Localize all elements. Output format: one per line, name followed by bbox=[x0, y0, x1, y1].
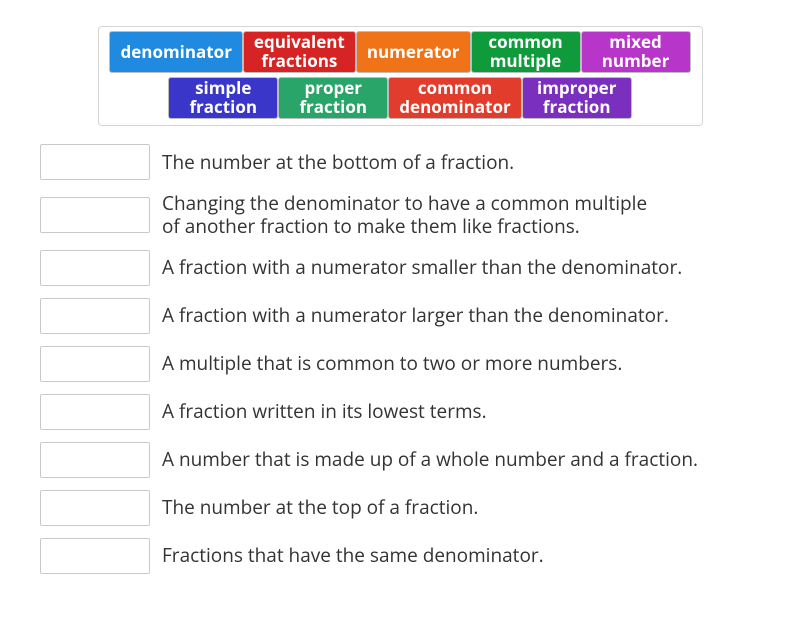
term-mixed-number[interactable]: mixed number bbox=[581, 31, 691, 73]
drop-slot[interactable] bbox=[40, 197, 150, 233]
definition-text: The number at the bottom of a fraction. bbox=[162, 151, 514, 174]
definition-row: A fraction with a numerator larger than … bbox=[40, 298, 800, 334]
definition-row: A fraction written in its lowest terms. bbox=[40, 394, 800, 430]
definition-text: A multiple that is common to two or more… bbox=[162, 352, 622, 375]
drop-slot[interactable] bbox=[40, 144, 150, 180]
term-improper-fraction[interactable]: improper fraction bbox=[522, 77, 632, 119]
definition-text: Fractions that have the same denominator… bbox=[162, 544, 544, 567]
term-common-multiple[interactable]: common multiple bbox=[471, 31, 581, 73]
drop-slot[interactable] bbox=[40, 538, 150, 574]
term-equivalent-fractions[interactable]: equivalent fractions bbox=[243, 31, 356, 73]
definition-text: Changing the denominator to have a commo… bbox=[162, 192, 647, 238]
definition-row: Fractions that have the same denominator… bbox=[40, 538, 800, 574]
definition-text: A fraction written in its lowest terms. bbox=[162, 400, 487, 423]
definition-row: The number at the top of a fraction. bbox=[40, 490, 800, 526]
drop-slot[interactable] bbox=[40, 298, 150, 334]
definition-row: The number at the bottom of a fraction. bbox=[40, 144, 800, 180]
definition-row: Changing the denominator to have a commo… bbox=[40, 192, 800, 238]
term-common-denominator[interactable]: common denominator bbox=[388, 77, 521, 119]
definition-row: A number that is made up of a whole numb… bbox=[40, 442, 800, 478]
drop-slot[interactable] bbox=[40, 490, 150, 526]
drop-slot[interactable] bbox=[40, 346, 150, 382]
definition-text: The number at the top of a fraction. bbox=[162, 496, 478, 519]
term-bank-row-2: simple fraction proper fraction common d… bbox=[168, 77, 631, 119]
term-proper-fraction[interactable]: proper fraction bbox=[278, 77, 388, 119]
term-denominator[interactable]: denominator bbox=[109, 31, 242, 73]
term-bank: denominator equivalent fractions numerat… bbox=[98, 26, 703, 126]
definition-row: A multiple that is common to two or more… bbox=[40, 346, 800, 382]
drop-slot[interactable] bbox=[40, 442, 150, 478]
definition-text: A number that is made up of a whole numb… bbox=[162, 448, 698, 471]
definition-row: A fraction with a numerator smaller than… bbox=[40, 250, 800, 286]
term-simple-fraction[interactable]: simple fraction bbox=[168, 77, 278, 119]
definition-text: A fraction with a numerator smaller than… bbox=[162, 256, 682, 279]
drop-slot[interactable] bbox=[40, 250, 150, 286]
definition-text: A fraction with a numerator larger than … bbox=[162, 304, 669, 327]
definitions-list: The number at the bottom of a fraction. … bbox=[40, 144, 800, 586]
term-bank-row-1: denominator equivalent fractions numerat… bbox=[109, 31, 690, 73]
term-numerator[interactable]: numerator bbox=[356, 31, 471, 73]
drop-slot[interactable] bbox=[40, 394, 150, 430]
